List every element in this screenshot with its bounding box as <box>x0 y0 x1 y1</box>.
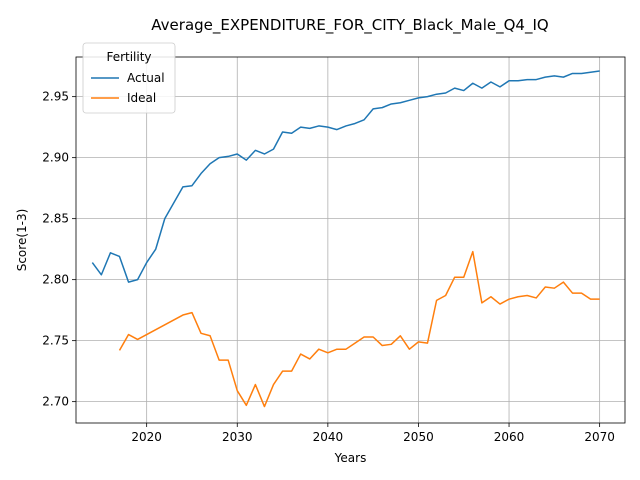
y-tick-label: 2.85 <box>42 212 69 226</box>
y-axis-label: Score(1-3) <box>15 209 29 272</box>
legend: Fertility Actual Ideal <box>82 42 176 114</box>
x-axis-label: Years <box>334 451 367 465</box>
x-tick-label: 2040 <box>313 430 344 444</box>
plot-frame <box>75 56 626 424</box>
legend-label-ideal: Ideal <box>127 91 156 105</box>
x-tick-label: 2050 <box>403 430 434 444</box>
legend-box <box>82 42 176 114</box>
y-tick-label: 2.80 <box>42 273 69 287</box>
y-tick-label: 2.70 <box>42 395 69 409</box>
y-tick-label: 2.90 <box>42 151 69 165</box>
x-tick-label: 2060 <box>494 430 525 444</box>
legend-title: Fertility <box>106 50 151 64</box>
x-axis-ticks: 2020 2030 2040 2050 2060 2070 <box>131 423 615 444</box>
chart-title: Average_EXPENDITURE_FOR_CITY_Black_Male_… <box>151 16 548 35</box>
x-tick-label: 2070 <box>584 430 615 444</box>
series-layer <box>91 70 600 408</box>
series-line-actual <box>91 70 600 283</box>
x-tick-label: 2020 <box>131 430 162 444</box>
legend-label-actual: Actual <box>127 71 165 85</box>
y-tick-label: 2.75 <box>42 334 69 348</box>
x-tick-label: 2030 <box>222 430 253 444</box>
y-tick-label: 2.95 <box>42 90 69 104</box>
series-line-ideal <box>118 250 600 408</box>
grid <box>76 57 625 423</box>
y-axis-ticks: 2.70 2.75 2.80 2.85 2.90 2.95 <box>42 90 76 409</box>
